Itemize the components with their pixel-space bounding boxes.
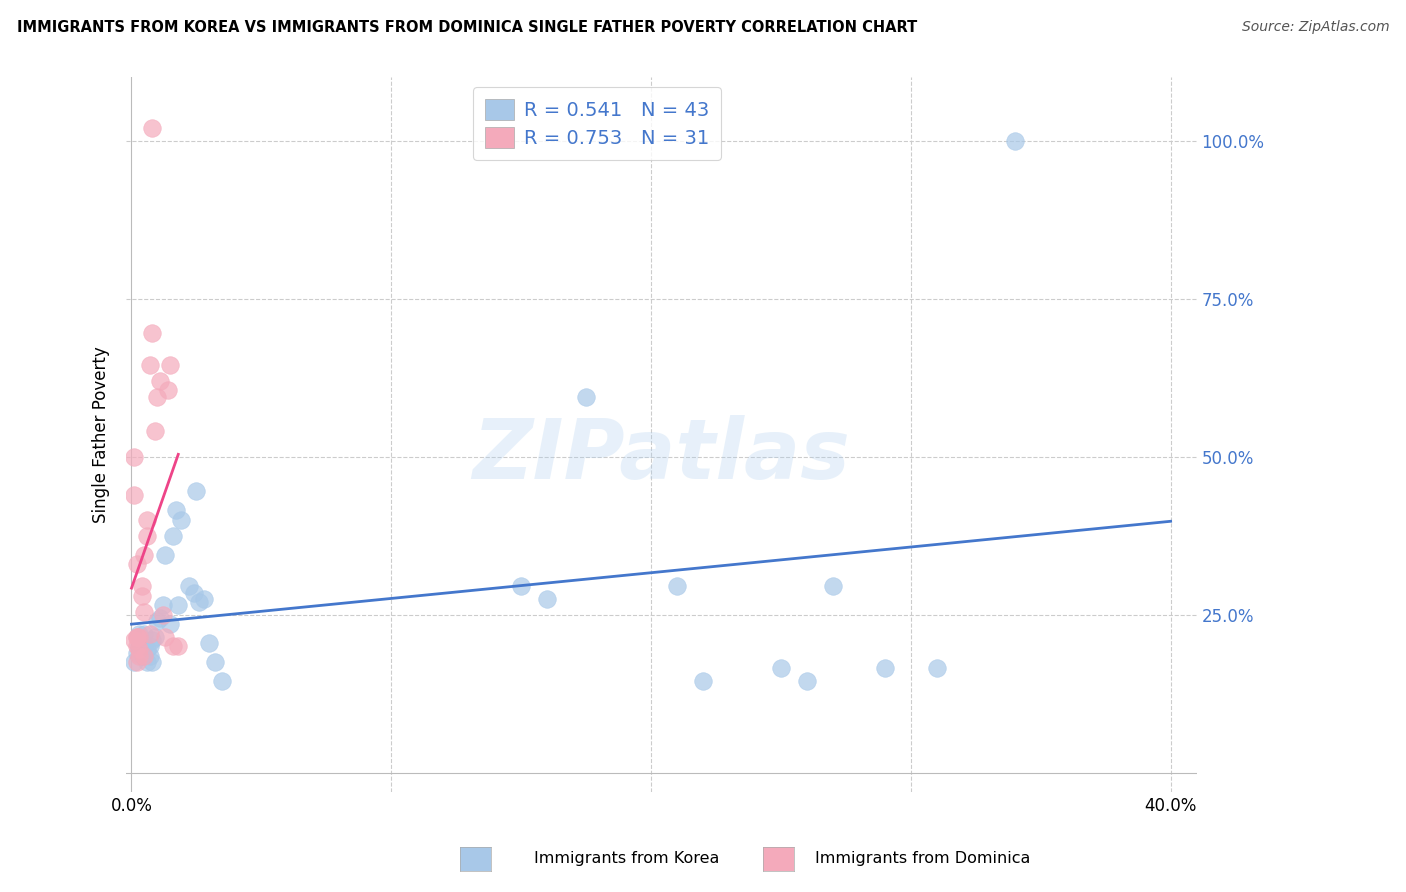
Point (125, 630, 148, 644)
Point (1004, 134, 1026, 148)
Point (125, 640, 148, 654)
Point (122, 450, 145, 464)
Point (143, 425, 166, 439)
Point (769, 661, 792, 675)
Point (149, 611, 172, 625)
Point (159, 358, 181, 372)
Point (152, 607, 174, 622)
Point (873, 661, 896, 675)
Point (170, 513, 193, 527)
Point (149, 374, 172, 388)
Point (125, 655, 148, 669)
Point (128, 640, 150, 654)
Text: Source: ZipAtlas.com: Source: ZipAtlas.com (1241, 20, 1389, 34)
Point (198, 636, 221, 650)
Point (122, 632, 145, 647)
Point (134, 648, 156, 663)
Point (138, 648, 160, 663)
Point (138, 626, 160, 640)
Point (136, 529, 159, 543)
Point (134, 605, 156, 619)
Text: Immigrants from Korea: Immigrants from Korea (534, 851, 720, 865)
Point (138, 640, 160, 654)
Point (666, 579, 689, 593)
Point (128, 648, 150, 663)
Point (131, 646, 153, 660)
Point (136, 642, 159, 657)
Point (131, 648, 153, 663)
Point (122, 488, 145, 502)
Point (167, 599, 190, 613)
Point (162, 529, 184, 543)
Point (536, 591, 558, 606)
Text: Immigrants from Dominica: Immigrants from Dominica (815, 851, 1031, 865)
Point (134, 548, 156, 562)
Point (136, 513, 159, 527)
Point (692, 674, 714, 689)
Point (162, 640, 184, 654)
Point (155, 548, 177, 562)
Point (159, 617, 181, 632)
Point (141, 121, 163, 136)
Point (138, 358, 160, 372)
Point (156, 384, 179, 398)
Point (188, 595, 211, 609)
Point (143, 630, 166, 644)
Point (146, 614, 169, 628)
Point (122, 655, 145, 669)
Point (821, 579, 844, 593)
Point (152, 599, 174, 613)
Point (165, 503, 187, 517)
Point (925, 661, 948, 675)
Point (204, 655, 226, 669)
Point (141, 655, 163, 669)
Point (131, 589, 153, 603)
Text: ZIPatlas: ZIPatlas (472, 416, 851, 497)
Point (141, 326, 163, 341)
Point (125, 630, 148, 644)
Point (177, 579, 200, 593)
Point (125, 646, 148, 660)
Point (211, 674, 233, 689)
Text: IMMIGRANTS FROM KOREA VS IMMIGRANTS FROM DOMINICA SINGLE FATHER POVERTY CORRELAT: IMMIGRANTS FROM KOREA VS IMMIGRANTS FROM… (17, 20, 917, 35)
Point (155, 630, 177, 644)
Point (131, 579, 153, 593)
Point (128, 626, 150, 640)
Point (128, 642, 150, 657)
Point (128, 630, 150, 644)
Point (134, 626, 156, 640)
Point (134, 640, 156, 654)
Point (186, 484, 208, 499)
Y-axis label: Single Father Poverty: Single Father Poverty (93, 346, 110, 523)
Point (167, 640, 190, 654)
Point (141, 632, 163, 647)
Point (510, 579, 533, 593)
Legend: R = 0.541   N = 43, R = 0.753   N = 31: R = 0.541 N = 43, R = 0.753 N = 31 (474, 87, 721, 160)
Point (146, 390, 169, 404)
Point (796, 674, 818, 689)
Point (575, 390, 598, 404)
Point (193, 591, 215, 606)
Point (125, 557, 148, 571)
Point (183, 585, 205, 599)
Point (136, 655, 159, 669)
